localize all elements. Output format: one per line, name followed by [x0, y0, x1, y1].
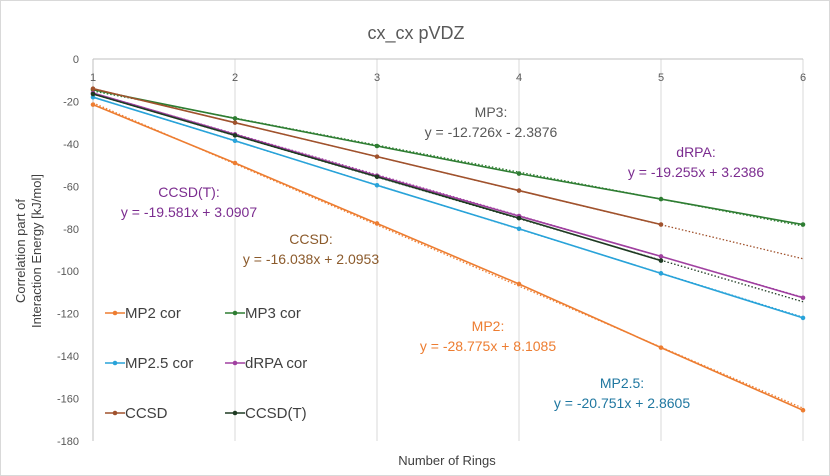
data-point-ccsd-t	[516, 215, 522, 221]
equation-text: y = -19.255x + 3.2386	[628, 164, 764, 180]
data-point-mp2-5-cor	[516, 226, 522, 232]
y-axis-title: Correlation part of Interaction Energy […	[13, 174, 44, 328]
equation-label-ccsd-t-: CCSD(T): y = -19.581x + 3.0907	[121, 184, 257, 220]
legend-label: MP3 cor	[245, 305, 301, 322]
legend-label: MP2.5 cor	[125, 355, 193, 372]
legend-marker	[232, 410, 238, 416]
legend-label: dRPA cor	[245, 355, 307, 372]
data-point-mp2-5-cor	[658, 271, 664, 276]
axis-layer: 1 2 3 4 5 6 0 -20 -40 -60 -80 -100 -120 -140 -160 -180	[57, 54, 806, 448]
series-line-mp2-5-cor	[92, 96, 804, 319]
legend: MP2 cor MP3 cor MP2.5 cor dRPA cor CCSD CCSD(…	[105, 305, 307, 422]
legend-item-ccsd: CCSD	[105, 405, 168, 422]
legend-item-ccsd-t: CCSD(T)	[225, 405, 307, 422]
equation-text: y = -12.726x - 2.3876	[425, 124, 558, 140]
x-tick-label: 4	[516, 72, 522, 84]
data-point-mp3-cor	[800, 222, 806, 227]
data-point-mp2-5-cor	[800, 315, 806, 321]
data-point-mp3-cor	[658, 196, 664, 202]
legend-item-mp2-5-cor: MP2.5 cor	[105, 355, 193, 372]
data-point-ccsd	[658, 222, 664, 227]
data-point-mp3-cor	[232, 116, 238, 121]
data-point-mp2-cor	[232, 160, 238, 166]
equation-label-mp2-5: MP2.5: y = -20.751x + 2.8605	[554, 375, 690, 411]
y-tick-label: -140	[57, 351, 79, 363]
y-tick-label: -160	[57, 394, 79, 406]
series-line-mp3-cor	[92, 88, 804, 226]
equation-label-drpa: dRPA: y = -19.255x + 3.2386	[628, 144, 764, 180]
equation-text: dRPA:	[676, 144, 715, 160]
data-point-ccsd	[232, 120, 238, 125]
data-point-mp2-cor	[658, 345, 664, 350]
y-tick-label: 0	[73, 54, 79, 66]
data-point-ccsd-t	[232, 133, 238, 138]
data-point-mp3-cor	[374, 143, 380, 149]
x-tick-label: 2	[232, 72, 238, 84]
legend-marker	[112, 310, 118, 316]
equation-text: y = -19.581x + 3.0907	[121, 204, 257, 220]
y-tick-label: -180	[57, 436, 79, 448]
y-axis-title-line-2: Interaction Energy [kJ/mol]	[29, 174, 44, 328]
data-point-mp2-5-cor	[374, 182, 380, 188]
annotation-layer: MP3: y = -12.726x - 2.3876 dRPA: y = -19.25…	[121, 104, 764, 411]
y-axis-title-line-1: Correlation part of	[13, 199, 28, 303]
x-tick-label: 1	[90, 72, 96, 84]
equation-text: y = -16.038x + 2.0953	[243, 251, 379, 267]
data-point-mp2-cor	[516, 281, 522, 287]
y-tick-label: -100	[57, 266, 79, 278]
legend-item-drpa-cor: dRPA cor	[225, 355, 307, 372]
y-tick-label: -20	[63, 96, 79, 108]
x-axis-title: Number of Rings	[398, 453, 496, 468]
data-point-drpa-cor	[658, 254, 664, 259]
data-point-ccsd	[374, 154, 380, 159]
data-point-ccsd	[90, 86, 96, 92]
series-line-mp2-cor	[92, 103, 804, 411]
equation-text: MP3:	[475, 104, 508, 120]
equation-text: CCSD:	[289, 231, 333, 247]
legend-item-mp3-cor: MP3 cor	[225, 305, 301, 322]
legend-label: CCSD	[125, 405, 168, 422]
x-tick-label: 6	[800, 72, 806, 84]
data-point-mp2-cor	[374, 221, 380, 226]
equation-label-ccsd: CCSD: y = -16.038x + 2.0953	[243, 231, 379, 267]
legend-marker	[232, 360, 238, 366]
data-point-ccsd-t	[658, 258, 664, 263]
data-point-mp3-cor	[516, 171, 522, 176]
data-point-mp2-5-cor	[90, 94, 96, 100]
equation-text: y = -20.751x + 2.8605	[554, 395, 690, 411]
data-point-ccsd-t	[374, 174, 380, 180]
y-tick-label: -60	[63, 181, 79, 193]
legend-marker	[232, 310, 238, 316]
equation-text: CCSD(T):	[158, 184, 219, 200]
y-tick-label: -120	[57, 309, 79, 321]
data-point-drpa-cor	[800, 295, 806, 301]
x-tick-label: 5	[658, 72, 664, 84]
legend-label: MP2 cor	[125, 305, 181, 322]
series-line-drpa-cor	[92, 92, 804, 299]
chart-title: cx_cx pVDZ	[367, 23, 464, 44]
equation-text: MP2.5:	[600, 375, 644, 391]
series-layer	[90, 86, 806, 413]
equation-label-mp3: MP3: y = -12.726x - 2.3876	[425, 104, 558, 140]
data-point-ccsd	[516, 188, 522, 193]
x-tick-label: 3	[374, 72, 380, 84]
legend-marker	[112, 410, 118, 416]
equation-text: y = -28.775x + 8.1085	[420, 338, 556, 354]
legend-label: CCSD(T)	[245, 405, 307, 422]
grid-layer	[92, 59, 804, 441]
legend-marker	[112, 360, 118, 366]
y-tick-label: -80	[63, 224, 79, 236]
equation-label-mp2: MP2: y = -28.775x + 8.1085	[420, 318, 556, 354]
y-tick-label: -40	[63, 139, 79, 151]
data-point-mp2-cor	[90, 102, 96, 107]
data-point-mp2-cor	[800, 407, 806, 413]
legend-item-mp2-cor: MP2 cor	[105, 305, 181, 322]
data-point-ccsd-t	[90, 91, 96, 97]
data-point-mp2-5-cor	[232, 138, 238, 144]
equation-text: MP2:	[472, 318, 505, 334]
